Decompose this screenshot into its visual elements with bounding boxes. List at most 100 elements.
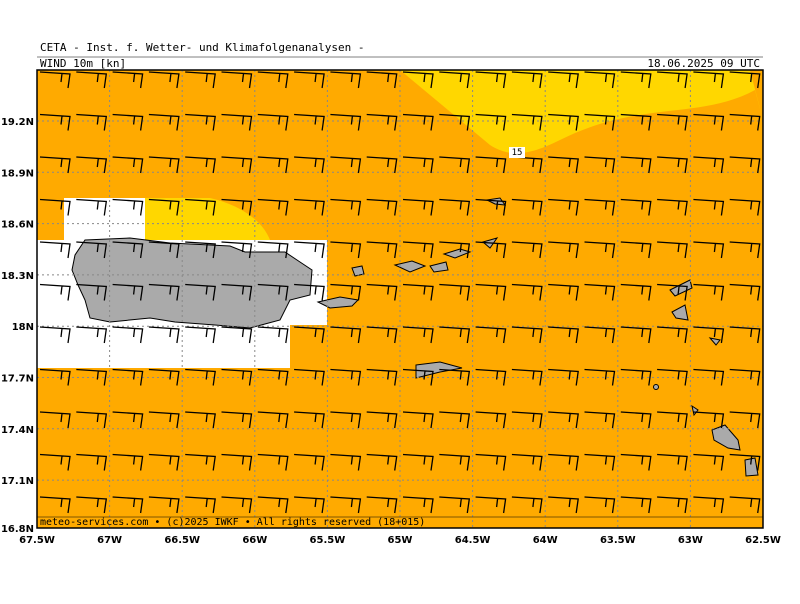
wind-barb	[330, 496, 362, 514]
wind-barb	[257, 326, 289, 344]
lon-label: 64.5W	[455, 535, 491, 546]
wind-barb	[39, 198, 71, 216]
wind-barb	[620, 113, 652, 131]
wind-barb	[39, 241, 71, 259]
wind-barb	[257, 156, 289, 174]
wind-barb	[330, 283, 362, 301]
wind-barb	[620, 241, 652, 259]
wind-barb	[366, 283, 398, 301]
wind-barb	[39, 496, 71, 514]
lon-label: 63W	[678, 535, 703, 546]
lon-label: 65W	[388, 535, 413, 546]
wind-barb	[76, 198, 108, 216]
wind-barb	[402, 283, 434, 301]
wind-barb	[148, 453, 180, 471]
wind-barb	[185, 326, 216, 344]
lat-label: 18N	[12, 322, 34, 333]
wind-barb	[39, 156, 71, 174]
wind-barb	[439, 326, 471, 344]
wind-barb	[148, 156, 180, 174]
wind-barb	[439, 368, 471, 386]
wind-barb	[366, 113, 398, 131]
wind-barb	[475, 198, 507, 216]
wind-barb	[366, 453, 398, 471]
wind-barb	[148, 241, 180, 259]
wind-barb	[439, 113, 471, 131]
wind-barb	[657, 326, 688, 344]
wind-barb	[221, 411, 253, 429]
wind-barb	[294, 71, 325, 89]
graticule	[37, 70, 763, 528]
wind-barb	[366, 411, 398, 429]
lat-label: 17.7N	[1, 374, 34, 385]
wind-barb	[112, 368, 144, 386]
wind-barb	[729, 283, 761, 301]
wind-barb	[76, 113, 108, 131]
wind-barb	[39, 326, 71, 344]
wind-barb	[475, 326, 507, 344]
wind-barb	[548, 156, 579, 174]
wind-barb	[39, 71, 71, 89]
wind-barb	[294, 326, 325, 344]
wind-barb	[693, 198, 725, 216]
wind-barb	[511, 71, 543, 89]
wind-barb	[584, 453, 616, 471]
wind-barb	[402, 453, 434, 471]
wind-barb	[257, 241, 289, 259]
wind-barb	[657, 113, 688, 131]
wind-barb	[402, 368, 434, 386]
wind-barb	[439, 283, 471, 301]
wind-barb	[693, 411, 725, 429]
wind-barb	[693, 113, 725, 131]
wind-barb	[584, 411, 616, 429]
wind-barb	[257, 411, 289, 429]
wind-barb	[257, 496, 289, 514]
wind-barb	[257, 453, 289, 471]
lon-label: 62.5W	[745, 535, 781, 546]
wind-barb	[366, 71, 398, 89]
wind-barb	[402, 71, 434, 89]
field-label: WIND 10m [kn]	[40, 57, 126, 70]
wind-barb	[548, 453, 579, 471]
wind-barb	[366, 368, 398, 386]
wind-barb	[112, 198, 144, 216]
wind-barb	[366, 326, 398, 344]
wind-barb	[76, 496, 108, 514]
island	[669, 279, 693, 297]
wind-barb	[439, 453, 471, 471]
lon-label: 66.5W	[164, 535, 200, 546]
lon-label: 63.5W	[600, 535, 636, 546]
wind-barb	[294, 453, 325, 471]
wind-barb	[366, 156, 398, 174]
wind-barb	[221, 241, 253, 259]
wind-barb	[620, 71, 652, 89]
wind-barb	[729, 198, 761, 216]
wind-barb	[475, 71, 507, 89]
wind-barb	[257, 198, 289, 216]
wind-barb	[511, 368, 543, 386]
island	[653, 384, 659, 390]
wind-barb	[584, 198, 616, 216]
wind-barb	[657, 156, 688, 174]
wind-barb	[257, 368, 289, 386]
wind-barb	[548, 326, 579, 344]
lat-label: 18.6N	[1, 220, 34, 231]
wind-barb	[330, 113, 362, 131]
island	[429, 261, 449, 273]
wind-barb	[221, 368, 253, 386]
wind-barb	[148, 326, 180, 344]
wind-barb	[112, 283, 144, 301]
contour-label: 15	[512, 148, 523, 158]
wind-barb	[584, 496, 616, 514]
wind-barb	[112, 241, 144, 259]
lat-label: 17.4N	[1, 425, 34, 436]
wind-barb	[330, 453, 362, 471]
wind-barb	[657, 411, 688, 429]
wind-barb	[475, 453, 507, 471]
wind-barb	[294, 368, 325, 386]
wind-barb	[439, 198, 471, 216]
wind-barb	[729, 326, 761, 344]
wind-barb	[148, 198, 180, 216]
wind-barb	[185, 113, 216, 131]
wind-barb	[185, 411, 216, 429]
